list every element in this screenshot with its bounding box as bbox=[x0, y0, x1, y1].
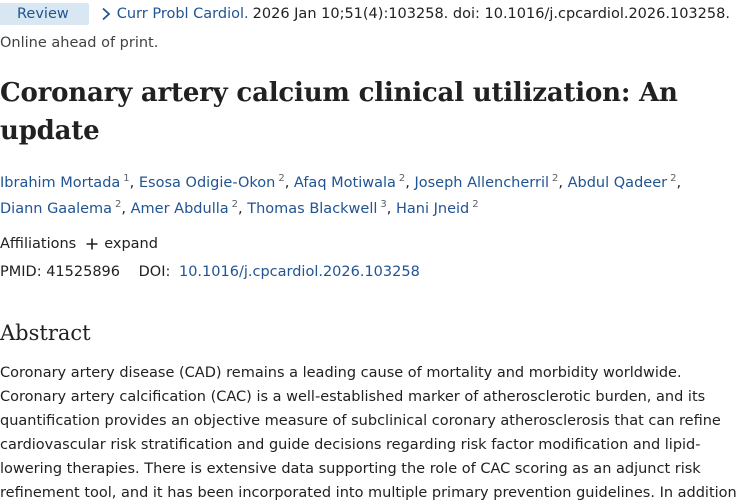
doi-label: DOI: bbox=[138, 264, 171, 280]
affiliation-number[interactable]: 3 bbox=[380, 199, 387, 211]
author-link[interactable]: Amer Abdulla bbox=[130, 201, 229, 217]
journal-link[interactable]: Curr Probl Cardiol. bbox=[116, 6, 249, 22]
author-link[interactable]: Afaq Motiwala bbox=[293, 175, 396, 191]
author: Ibrahim Mortada 1 bbox=[0, 173, 130, 191]
affiliation-number[interactable]: 2 bbox=[552, 173, 559, 185]
author: Hani Jneid 2 bbox=[396, 199, 479, 217]
identifiers-row: PMID: 41525896 DOI: 10.1016/j.cpcardiol.… bbox=[0, 262, 420, 282]
author: Thomas Blackwell 3 bbox=[247, 199, 387, 217]
author-separator: , bbox=[238, 201, 248, 217]
author: Afaq Motiwala 2 bbox=[293, 173, 406, 191]
article-type-badge: Review bbox=[0, 3, 89, 25]
abstract-text: Coronary artery disease (CAD) remains a … bbox=[0, 365, 737, 500]
author-list: Ibrahim Mortada 1, Esosa Odigie-Okon 2, Af… bbox=[0, 170, 745, 222]
author-separator: , bbox=[676, 175, 682, 191]
author-separator: , bbox=[405, 175, 415, 191]
author: Esosa Odigie-Okon 2 bbox=[138, 173, 285, 191]
abstract-heading: Abstract bbox=[0, 321, 91, 345]
author: Abdul Qadeer 2 bbox=[567, 173, 677, 191]
author-separator: , bbox=[121, 201, 131, 217]
chevron-right-icon[interactable] bbox=[101, 7, 111, 21]
affiliation-number[interactable]: 2 bbox=[231, 199, 239, 211]
author: Diann Gaalema 2 bbox=[0, 199, 122, 217]
author-link[interactable]: Ibrahim Mortada bbox=[0, 175, 121, 191]
author: Amer Abdulla 2 bbox=[130, 199, 239, 217]
author-separator: , bbox=[386, 201, 396, 217]
affiliation-number[interactable]: 2 bbox=[398, 173, 406, 185]
author-link[interactable]: Esosa Odigie-Okon bbox=[138, 175, 276, 191]
expand-label: expand bbox=[104, 236, 158, 252]
pmid-label: PMID: bbox=[0, 264, 42, 280]
author-link[interactable]: Abdul Qadeer bbox=[567, 175, 668, 191]
author-separator: , bbox=[129, 175, 139, 191]
affiliations-row: Affiliations expand bbox=[0, 234, 158, 254]
author-link[interactable]: Joseph Allencherril bbox=[414, 175, 550, 191]
pmid-value: 41525896 bbox=[46, 264, 121, 280]
expand-affiliations-button[interactable]: expand bbox=[86, 234, 158, 254]
author-link[interactable]: Thomas Blackwell bbox=[247, 201, 378, 217]
citation-details: 2026 Jan 10;51(4):103258. doi: 10.1016/j… bbox=[252, 6, 730, 22]
plus-icon bbox=[86, 238, 98, 250]
affiliation-number[interactable]: 1 bbox=[123, 173, 130, 185]
author-separator: , bbox=[284, 175, 294, 191]
author-link[interactable]: Hani Jneid bbox=[396, 201, 470, 217]
affiliation-number[interactable]: 2 bbox=[278, 173, 285, 185]
affiliation-number[interactable]: 2 bbox=[115, 199, 122, 211]
affiliation-number[interactable]: 2 bbox=[670, 173, 677, 185]
citation-line: Review Curr Probl Cardiol. 2026 Jan 10;5… bbox=[0, 3, 730, 25]
author: Joseph Allencherril 2 bbox=[414, 173, 559, 191]
author-link[interactable]: Diann Gaalema bbox=[0, 201, 113, 217]
doi-link[interactable]: 10.1016/j.cpcardiol.2026.103258 bbox=[178, 264, 420, 280]
article-title: Coronary artery calcium clinical utiliza… bbox=[0, 78, 678, 146]
author-separator: , bbox=[558, 175, 568, 191]
publication-status: Online ahead of print. bbox=[0, 35, 159, 51]
affiliation-number[interactable]: 2 bbox=[472, 199, 479, 211]
affiliations-label: Affiliations bbox=[0, 236, 77, 252]
